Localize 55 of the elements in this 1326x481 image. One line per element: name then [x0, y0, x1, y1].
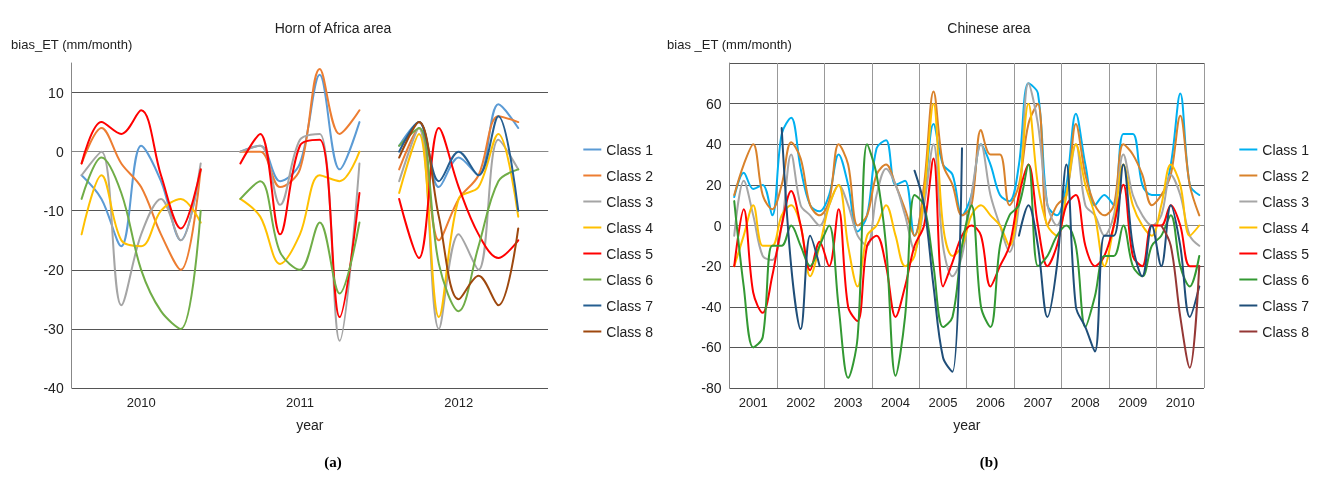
y-tick-label: -10: [43, 202, 64, 219]
y-tick-label: 0: [713, 217, 722, 234]
x-tick-label: 2004: [881, 395, 911, 410]
y-tick-label: 10: [48, 84, 64, 101]
legend-label: Class 4: [606, 219, 654, 236]
y-tick-label: -60: [701, 339, 722, 356]
y-tick-label: -40: [701, 298, 722, 315]
y-axis-title: bias_ET (mm/month): [11, 37, 133, 52]
legend-label: Class 5: [1262, 245, 1310, 262]
legend-label: Class 7: [1262, 297, 1310, 314]
line-series: [733, 143, 1201, 379]
x-tick-label: 2010: [1165, 395, 1195, 410]
x-axis-title: year: [296, 417, 324, 433]
y-tick-label: 20: [705, 176, 722, 193]
line-series: [1160, 224, 1201, 369]
text: (b): [979, 453, 999, 471]
chart-title: Chinese area: [947, 20, 1031, 36]
x-axis-title: year: [953, 417, 981, 433]
x-tick-label: 2008: [1070, 395, 1100, 410]
legend-label: Class 2: [1262, 167, 1310, 184]
legend-label: Class 4: [1262, 219, 1310, 236]
x-tick-label: 2003: [833, 395, 863, 410]
legend-label: Class 6: [606, 271, 654, 288]
y-tick-label: -80: [701, 380, 722, 396]
legend-label: Class 8: [1262, 323, 1310, 340]
x-tick-label: 2011: [285, 395, 314, 410]
line-series: [398, 121, 520, 307]
legend-label: Class 1: [606, 141, 654, 158]
legend-label: Class 8: [606, 323, 654, 340]
legend-label: Class 7: [606, 297, 654, 314]
y-tick-label: -20: [43, 261, 64, 278]
y-tick-label: 40: [705, 136, 722, 153]
line-series: [398, 115, 520, 212]
x-tick-label: 2009: [1118, 395, 1148, 410]
legend-label: Class 2: [606, 167, 654, 184]
y-tick-label: -40: [43, 380, 64, 396]
legend-label: Class 3: [1262, 193, 1310, 210]
x-tick-label: 2012: [444, 395, 474, 410]
legend-label: Class 3: [606, 193, 654, 210]
y-tick-label: -30: [43, 320, 64, 337]
x-tick-label: 2001: [738, 395, 768, 410]
x-tick-label: 2007: [1023, 395, 1053, 410]
x-tick-label: 2005: [928, 395, 958, 410]
y-tick-label: 60: [705, 95, 722, 112]
x-tick-label: 2010: [126, 395, 156, 410]
text: (a): [324, 453, 342, 471]
y-tick-label: 0: [55, 143, 64, 160]
x-tick-label: 2002: [786, 395, 816, 410]
legend-label: Class 6: [1262, 271, 1310, 288]
y-tick-label: -20: [701, 258, 722, 275]
chart-title: Horn of Africa area: [274, 20, 392, 36]
legend-label: Class 1: [1262, 141, 1310, 158]
y-axis-title: bias _ET (mm/month): [667, 37, 792, 52]
x-tick-label: 2006: [976, 395, 1005, 410]
legend-label: Class 5: [606, 245, 654, 262]
